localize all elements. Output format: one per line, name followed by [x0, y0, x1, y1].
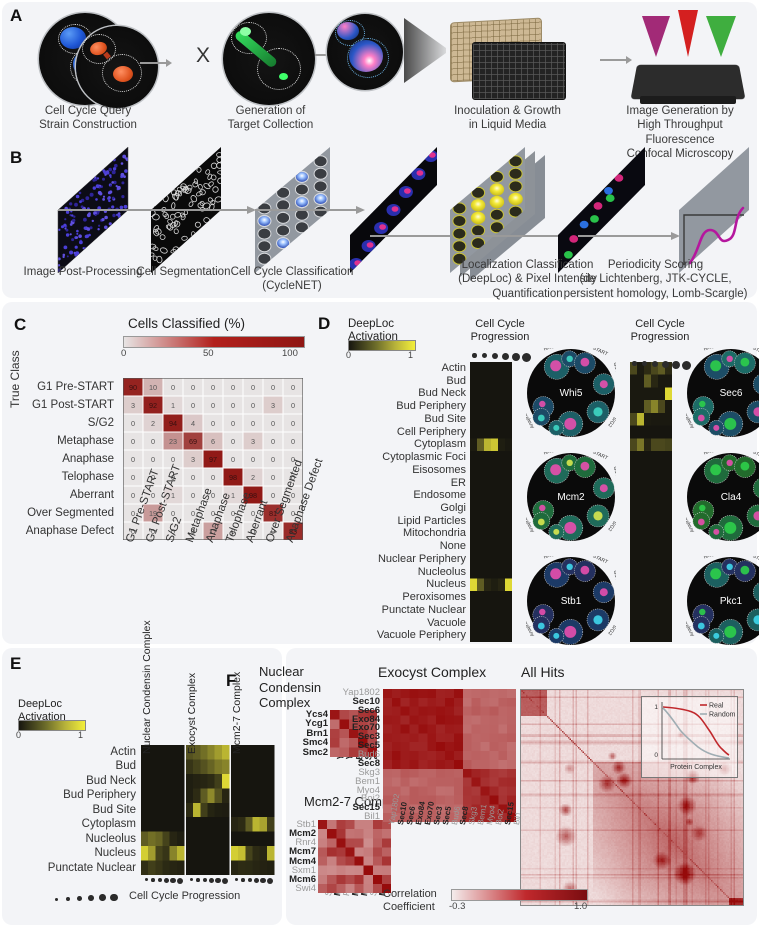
svg-text:Stb1: Stb1	[561, 596, 582, 607]
svg-text:0: 0	[291, 419, 295, 428]
svg-text:Whi5: Whi5	[560, 388, 583, 399]
svg-text:0: 0	[231, 437, 235, 446]
svg-text:90: 90	[129, 383, 137, 392]
svg-text:94: 94	[169, 419, 177, 428]
svg-text:0: 0	[131, 455, 135, 464]
svg-text:1: 1	[171, 401, 175, 410]
svg-text:0: 0	[231, 419, 235, 428]
svg-text:Mcm2: Mcm2	[557, 492, 585, 503]
svg-text:Cla4: Cla4	[721, 492, 742, 503]
svg-text:92: 92	[149, 401, 157, 410]
svg-text:0: 0	[291, 437, 295, 446]
svg-text:Pkc1: Pkc1	[720, 596, 743, 607]
svg-text:0: 0	[251, 419, 255, 428]
svg-text:0: 0	[291, 401, 295, 410]
svg-text:0: 0	[191, 383, 195, 392]
svg-text:0: 0	[191, 401, 195, 410]
svg-text:0: 0	[231, 401, 235, 410]
svg-text:0: 0	[131, 491, 135, 500]
svg-text:3: 3	[271, 401, 275, 410]
svg-text:2: 2	[151, 419, 155, 428]
svg-text:0: 0	[271, 383, 275, 392]
svg-text:0: 0	[291, 383, 295, 392]
svg-text:0: 0	[251, 383, 255, 392]
svg-text:0: 0	[211, 383, 215, 392]
svg-text:0: 0	[151, 437, 155, 446]
svg-text:4: 4	[191, 419, 195, 428]
svg-text:0: 0	[131, 437, 135, 446]
svg-text:6: 6	[211, 437, 215, 446]
svg-text:0: 0	[131, 473, 135, 482]
svg-text:23: 23	[169, 437, 177, 446]
svg-text:0: 0	[231, 383, 235, 392]
svg-text:0: 0	[251, 401, 255, 410]
svg-text:69: 69	[189, 437, 197, 446]
svg-text:0: 0	[271, 419, 275, 428]
svg-text:0: 0	[211, 401, 215, 410]
svg-text:Sec6: Sec6	[720, 388, 743, 399]
svg-text:3: 3	[251, 437, 255, 446]
svg-text:3: 3	[131, 401, 135, 410]
svg-text:0: 0	[171, 383, 175, 392]
svg-text:0: 0	[271, 437, 275, 446]
svg-text:10: 10	[149, 383, 157, 392]
svg-text:0: 0	[211, 419, 215, 428]
svg-text:0: 0	[131, 419, 135, 428]
